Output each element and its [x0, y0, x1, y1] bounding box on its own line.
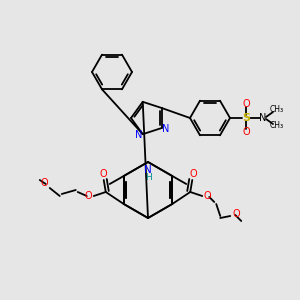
Text: CH₃: CH₃ — [270, 106, 284, 115]
Text: N: N — [135, 130, 142, 140]
Text: CH₃: CH₃ — [270, 122, 284, 130]
Text: O: O — [100, 169, 108, 179]
Text: O: O — [189, 169, 197, 179]
Text: H: H — [145, 173, 152, 182]
Text: N: N — [144, 165, 152, 175]
Text: O: O — [203, 191, 211, 201]
Text: O: O — [85, 191, 93, 201]
Text: S: S — [242, 113, 250, 123]
Text: O: O — [232, 209, 240, 219]
Text: N: N — [259, 113, 267, 123]
Text: O: O — [41, 178, 49, 188]
Text: O: O — [242, 99, 250, 109]
Text: O: O — [242, 127, 250, 137]
Text: N: N — [162, 124, 169, 134]
